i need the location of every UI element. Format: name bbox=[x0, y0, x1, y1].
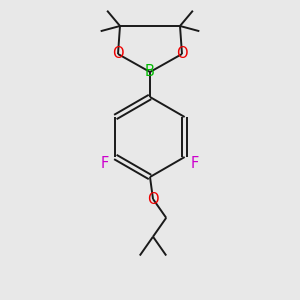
Text: O: O bbox=[112, 46, 124, 62]
Text: F: F bbox=[101, 155, 109, 170]
Text: B: B bbox=[145, 64, 155, 80]
Text: O: O bbox=[147, 191, 159, 206]
Text: F: F bbox=[191, 155, 199, 170]
Text: O: O bbox=[176, 46, 188, 62]
